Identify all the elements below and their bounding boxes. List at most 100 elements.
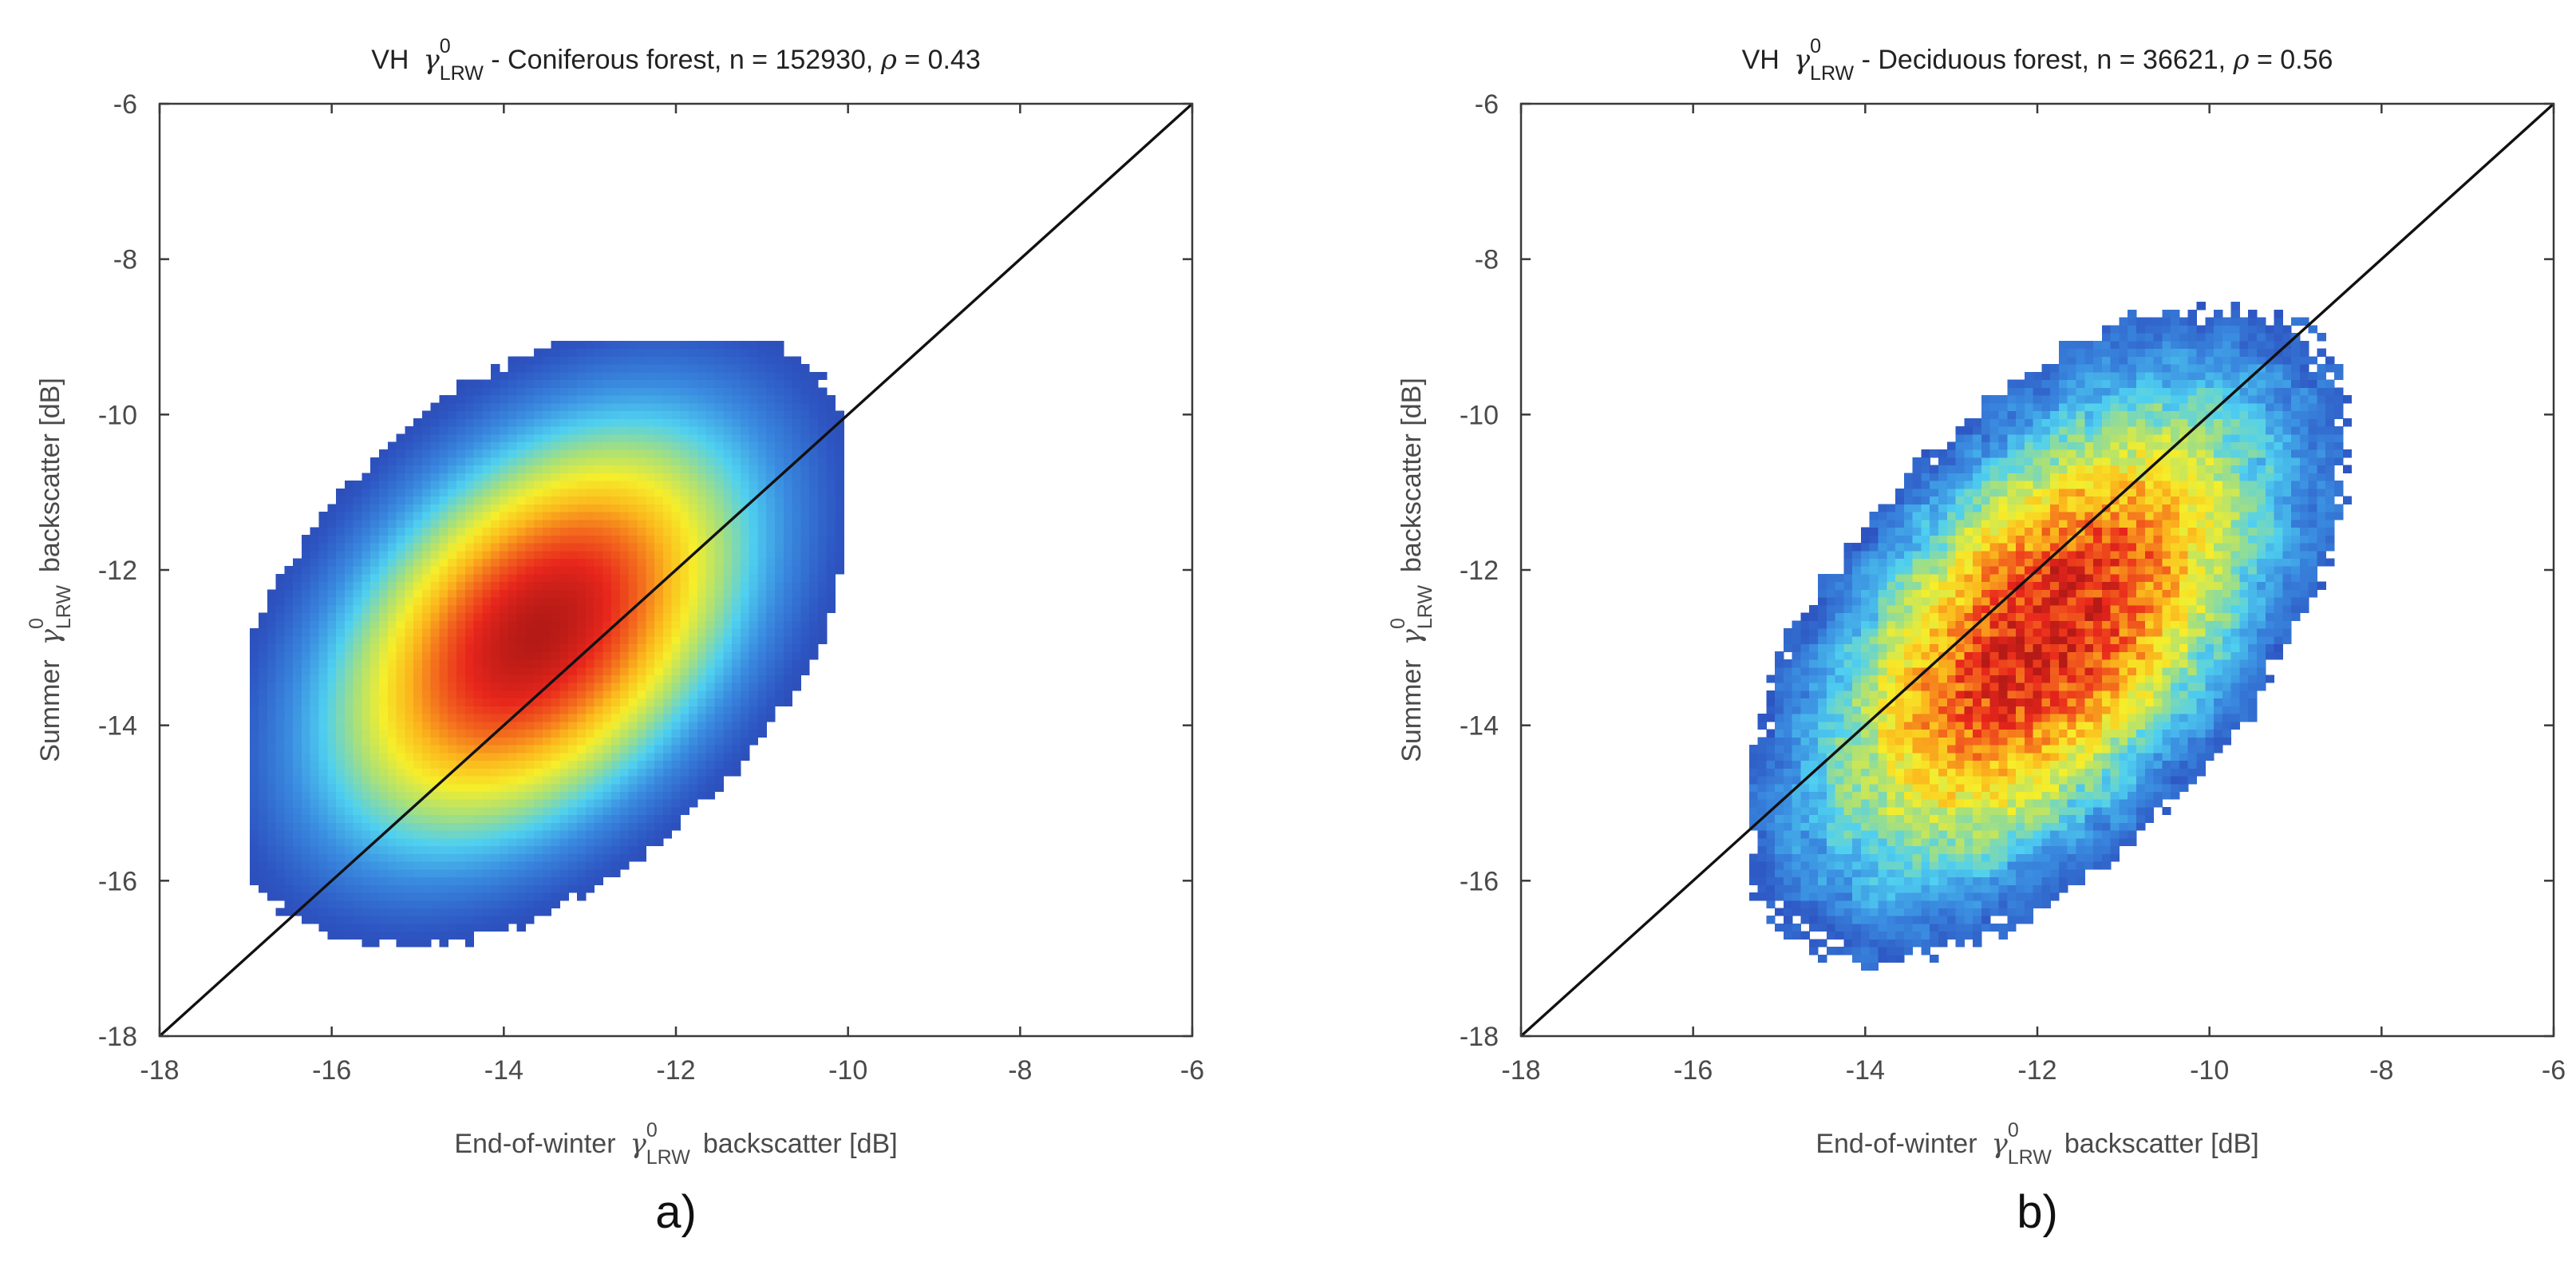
density-cell — [534, 675, 543, 683]
density-cell — [809, 612, 819, 621]
density-cell — [430, 892, 441, 901]
density-cell — [1757, 876, 1767, 885]
density-cell — [800, 628, 810, 637]
density-cell — [697, 628, 707, 637]
density-cell — [611, 698, 621, 706]
density-cell — [671, 340, 681, 350]
density-cell — [293, 737, 302, 746]
density-cell — [413, 853, 423, 862]
density-cell — [362, 604, 371, 614]
density-cell — [396, 581, 405, 590]
density-cell — [284, 775, 294, 785]
density-cell — [499, 550, 509, 559]
density-cell — [448, 449, 457, 458]
density-cell — [250, 876, 259, 885]
density-cell — [448, 729, 457, 738]
density-cell — [1792, 690, 1802, 699]
density-cell — [559, 706, 569, 714]
density-cell — [267, 729, 277, 738]
density-cell — [525, 737, 535, 746]
density-cell — [508, 433, 518, 442]
density-cell — [542, 853, 552, 862]
density-cell — [671, 768, 681, 777]
density-cell — [464, 908, 475, 916]
density-cell — [1783, 775, 1793, 785]
density-cell — [405, 682, 414, 691]
density-cell — [714, 745, 724, 754]
density-cell — [413, 542, 423, 552]
density-cell — [1783, 659, 1793, 668]
density-cell — [293, 651, 302, 660]
density-cell — [551, 465, 561, 473]
density-cell — [542, 488, 552, 497]
density-cell — [1835, 783, 1844, 792]
density-cell — [250, 635, 259, 645]
density-cell — [1852, 791, 1862, 800]
density-cell — [689, 433, 698, 442]
density-cell — [413, 667, 423, 675]
density-cell — [619, 791, 630, 800]
density-cell — [378, 589, 389, 598]
density-cell — [525, 604, 535, 614]
density-cell — [1852, 589, 1862, 598]
density-cell — [757, 714, 767, 722]
density-cell — [1826, 783, 1836, 792]
density-cell — [826, 542, 836, 552]
density-cell — [516, 364, 526, 373]
density-cell — [654, 550, 664, 559]
density-cell — [405, 425, 414, 435]
density-cell — [473, 775, 483, 785]
density-cell — [293, 791, 302, 800]
density-cell — [508, 729, 518, 738]
density-cell — [542, 457, 552, 466]
density-cell — [714, 620, 724, 629]
density-cell — [370, 488, 380, 497]
density-cell — [1800, 830, 1810, 839]
density-cell — [275, 745, 285, 754]
density-cell — [396, 760, 405, 769]
density-cell — [542, 659, 552, 668]
density-cell — [448, 418, 457, 427]
density-cell — [1869, 573, 1879, 583]
density-cell — [396, 884, 405, 893]
density-cell — [1860, 612, 1871, 621]
density-cell — [817, 395, 828, 404]
density-cell — [576, 876, 587, 885]
density-cell — [714, 760, 724, 769]
density-cell — [1757, 799, 1767, 808]
density-cell — [473, 527, 483, 536]
density-cell — [1887, 845, 1896, 854]
density-cell — [362, 597, 371, 606]
density-cell — [628, 698, 638, 706]
density-cell — [1903, 737, 1914, 746]
density-cell — [499, 581, 509, 590]
density-cell — [275, 573, 285, 583]
density-cell — [464, 441, 475, 450]
density-cell — [740, 473, 750, 481]
density-cell — [697, 604, 707, 614]
density-cell — [430, 651, 441, 660]
density-cell — [396, 651, 405, 660]
density-cell — [568, 651, 578, 660]
density-cell — [293, 783, 302, 792]
density-cell — [275, 628, 285, 637]
density-cell — [826, 402, 836, 412]
density-cell — [1878, 745, 1887, 754]
density-cell — [284, 706, 294, 714]
density-cell — [284, 760, 294, 769]
density-cell — [482, 830, 492, 839]
density-cell — [353, 612, 363, 621]
density-cell — [1826, 845, 1836, 854]
density-cell — [362, 775, 371, 785]
density-cell — [284, 667, 294, 675]
density-cell — [1887, 752, 1896, 762]
density-cell — [318, 760, 328, 769]
density-cell — [353, 868, 363, 878]
density-cell — [723, 441, 733, 450]
density-cell — [482, 876, 492, 885]
density-cell — [275, 706, 285, 714]
density-cell — [499, 861, 509, 870]
density-cell — [1818, 721, 1827, 730]
density-cell — [1766, 799, 1776, 808]
density-cell — [697, 449, 707, 458]
